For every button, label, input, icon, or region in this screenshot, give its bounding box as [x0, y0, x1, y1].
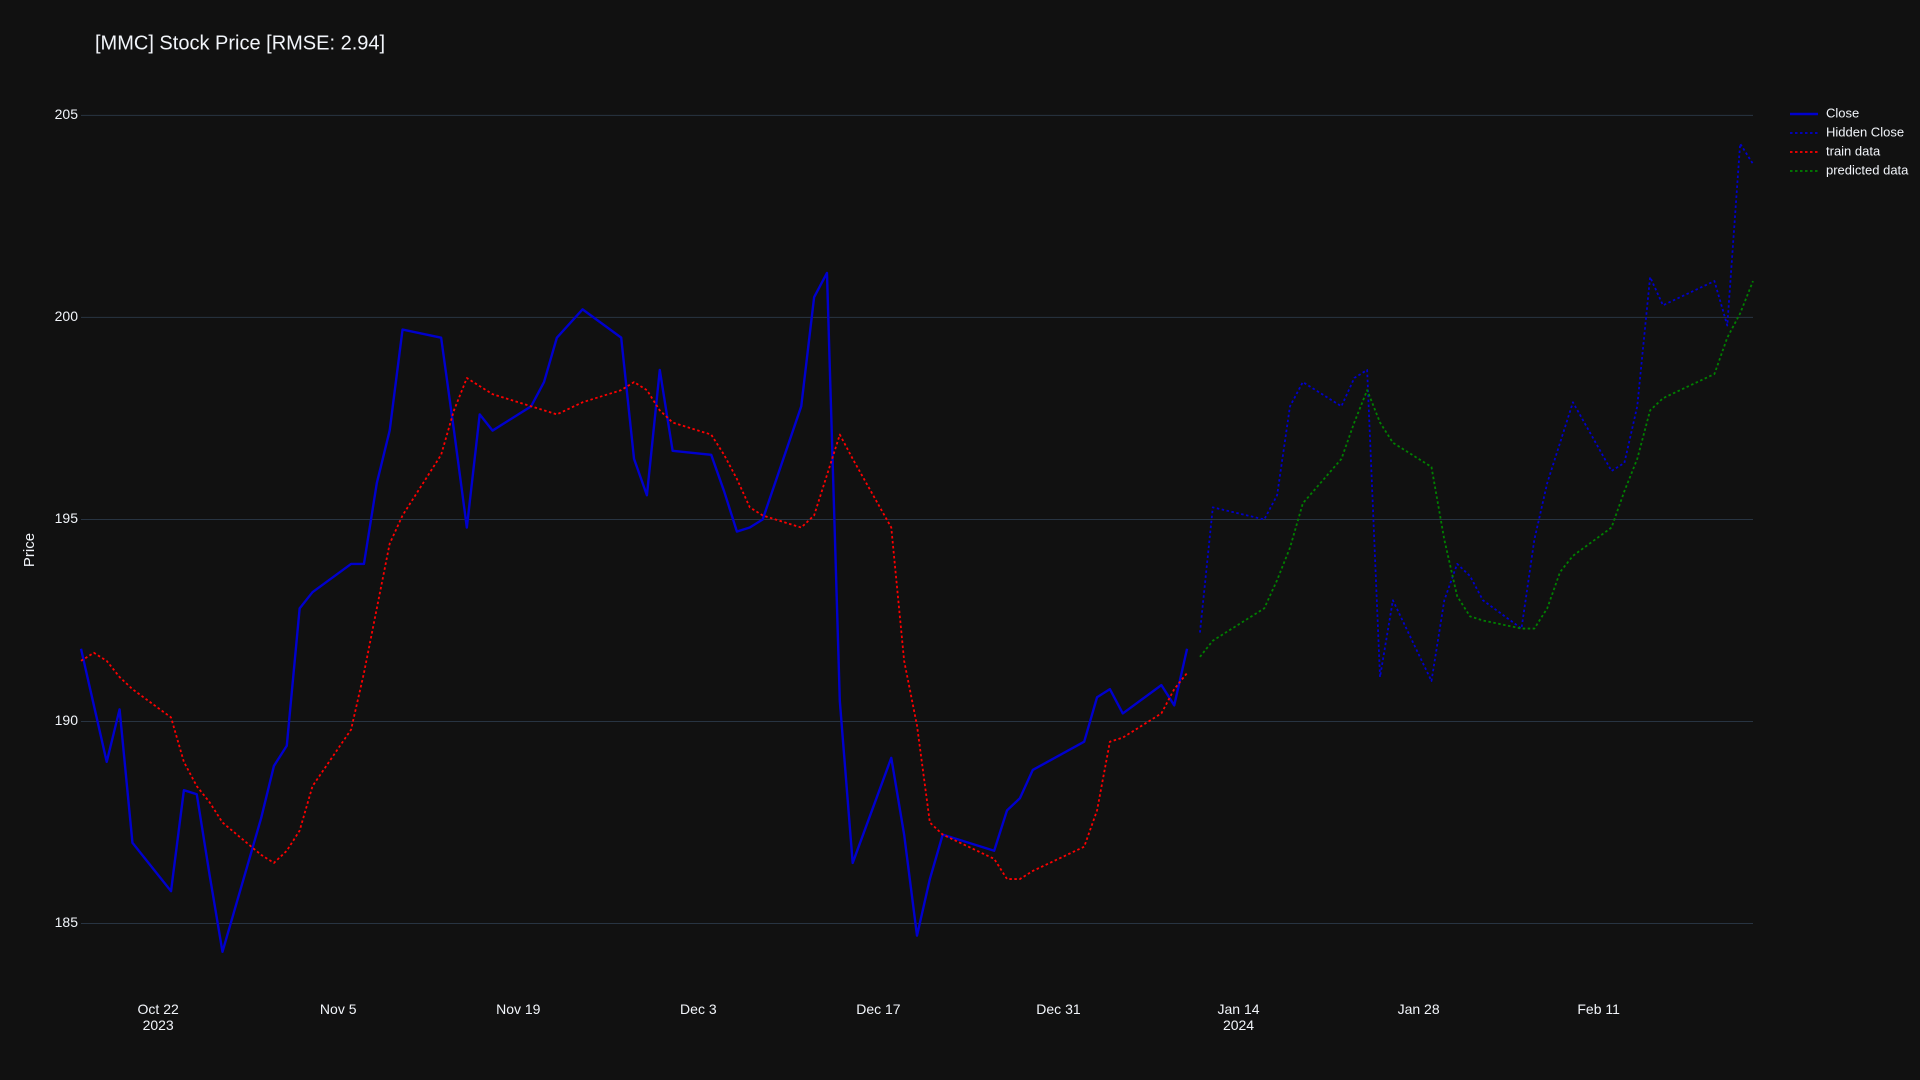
x-tick-label: Nov 5 — [319, 1001, 357, 1017]
legend-label[interactable]: Close — [1826, 105, 1859, 120]
x-tick-label: Jan 28 — [1397, 1001, 1440, 1017]
series-line — [1199, 142, 1754, 682]
y-tick-label: 200 — [55, 308, 79, 324]
legend-label[interactable]: predicted data — [1826, 162, 1909, 177]
series-line — [80, 377, 1188, 880]
legend-label[interactable]: train data — [1826, 143, 1881, 158]
x-tick-label: Nov 19 — [496, 1001, 541, 1017]
x-tick-label: Dec 31 — [1036, 1001, 1081, 1017]
chart-title: [MMC] Stock Price [RMSE: 2.94] — [95, 32, 385, 54]
legend-label[interactable]: Hidden Close — [1826, 124, 1904, 139]
y-tick-label: 195 — [55, 510, 79, 526]
x-tick-label: Jan 14 2024 — [1217, 1001, 1260, 1033]
y-tick-label: 185 — [55, 914, 79, 930]
y-axis-label: Price — [21, 533, 38, 567]
series-line — [79, 271, 1189, 953]
x-tick-label: Dec 3 — [680, 1001, 717, 1017]
y-tick-label: 205 — [55, 106, 79, 122]
x-tick-label: Feb 11 — [1577, 1001, 1620, 1017]
series-line — [1199, 280, 1754, 658]
x-tick-label: Dec 17 — [856, 1001, 901, 1017]
x-tick-label: Oct 22 2023 — [137, 1001, 179, 1033]
y-tick-label: 190 — [55, 712, 79, 728]
